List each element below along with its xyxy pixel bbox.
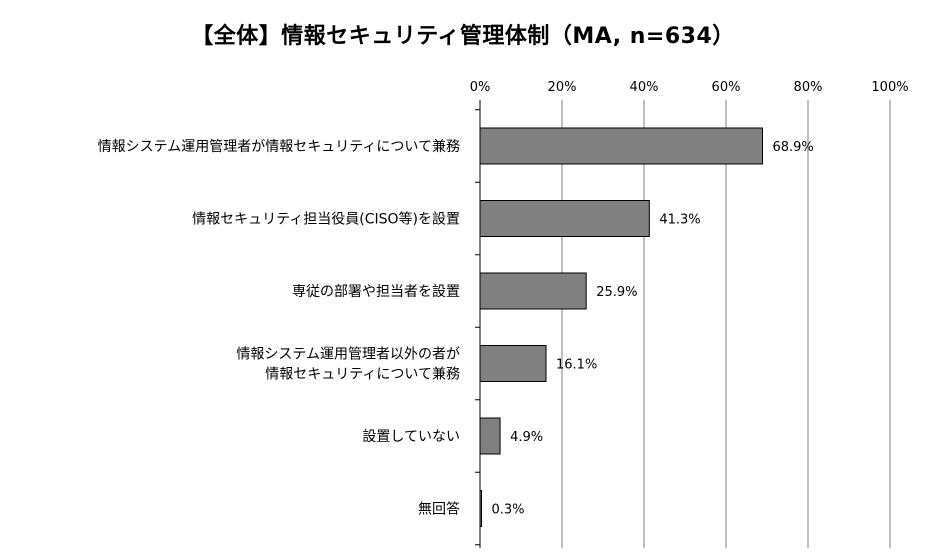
gridlines bbox=[475, 100, 891, 548]
data-label: 0.3% bbox=[492, 503, 525, 518]
category-label: 専従の部署や担当者を設置 bbox=[292, 284, 460, 300]
category-label: 情報システム運用管理者以外の者が bbox=[236, 347, 460, 363]
chart-title: 【全体】情報セキュリティ管理体制（MA, n=634） bbox=[191, 24, 735, 49]
x-tick-label: 60% bbox=[712, 80, 741, 95]
data-label: 68.9% bbox=[772, 140, 813, 155]
category-label: 情報セキュリティ担当役員(CISO等)を設置 bbox=[192, 211, 460, 228]
category-label: 情報システム運用管理者が情報セキュリティについて兼務 bbox=[98, 139, 460, 155]
x-tick-label: 40% bbox=[630, 80, 659, 95]
bar bbox=[479, 490, 482, 527]
data-label: 4.9% bbox=[510, 430, 543, 445]
data-label: 25.9% bbox=[596, 285, 637, 300]
bar bbox=[479, 200, 650, 237]
data-label: 16.1% bbox=[556, 358, 597, 373]
bars bbox=[479, 127, 763, 527]
labels: 0% 20% 40% 60% 80% 100% 68.9% 情報システム運用管理者が情報セキュ… bbox=[98, 80, 909, 518]
data-label: 41.3% bbox=[659, 213, 700, 228]
category-label: 設置していない bbox=[362, 429, 460, 445]
x-tick-label: 0% bbox=[470, 80, 491, 95]
category-label: 情報セキュリティについて兼務 bbox=[265, 367, 460, 383]
bar bbox=[479, 345, 547, 382]
x-tick-label: 80% bbox=[794, 80, 823, 95]
x-tick-label: 20% bbox=[548, 80, 577, 95]
bar bbox=[479, 417, 501, 455]
bar bbox=[479, 272, 587, 310]
category-label: 無回答 bbox=[418, 501, 460, 518]
x-tick-label: 100% bbox=[871, 80, 908, 95]
bar bbox=[479, 127, 763, 165]
